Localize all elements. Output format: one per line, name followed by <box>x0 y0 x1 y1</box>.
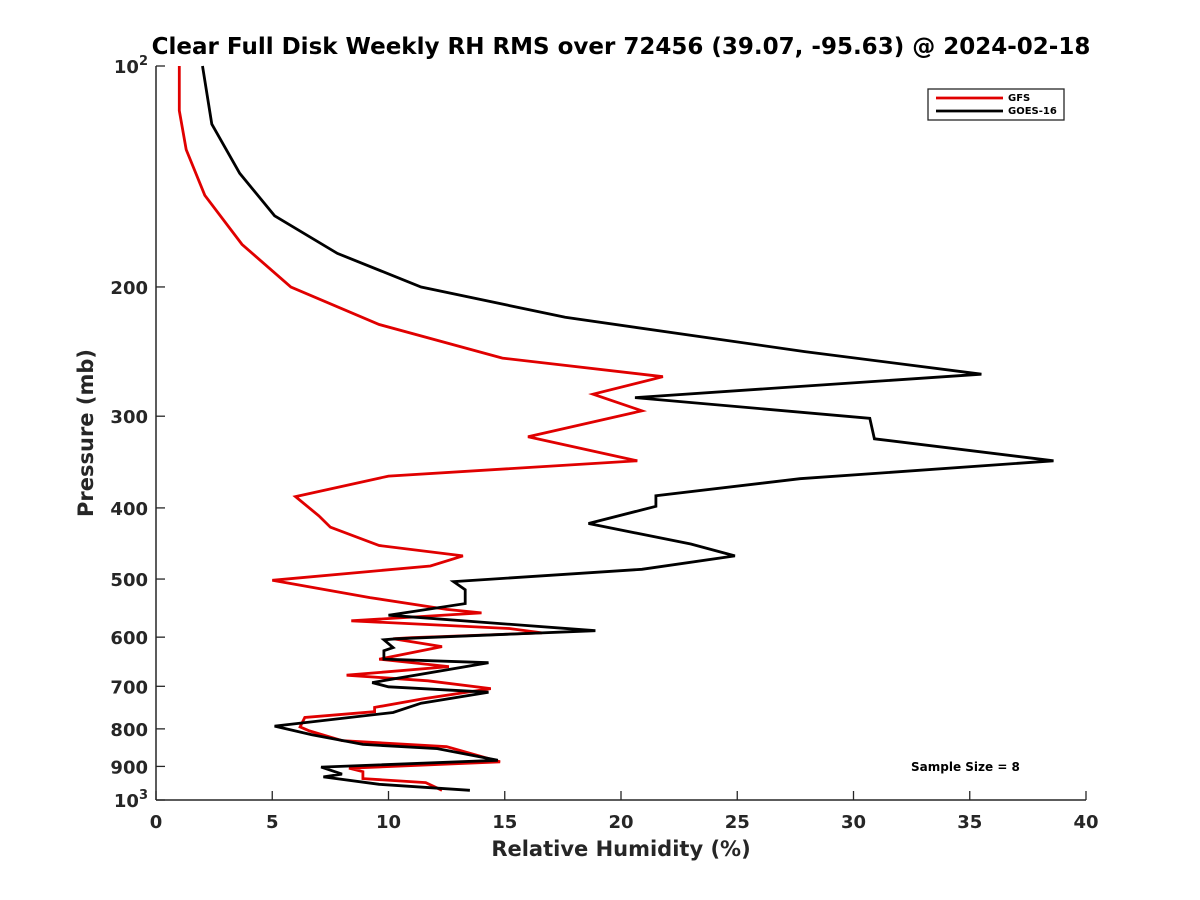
x-tick-label: 15 <box>492 812 517 833</box>
legend-box <box>927 88 1065 121</box>
sample-size-annotation: Sample Size = 8 <box>911 760 1020 774</box>
x-tick-label: 30 <box>841 812 866 833</box>
series-line-goes-16 <box>201 65 1054 792</box>
y-tick-label: 600 <box>110 628 148 649</box>
y-tick-label: 400 <box>110 499 148 520</box>
x-tick-label: 0 <box>150 812 163 833</box>
y-tick-base: 10 <box>114 57 139 78</box>
x-tick-label: 5 <box>266 812 279 833</box>
y-tick-exponent: 3 <box>139 788 148 803</box>
x-tick-label: 10 <box>376 812 401 833</box>
y-tick-label: 800 <box>110 720 148 741</box>
y-axis-label: Pressure (mb) <box>74 349 98 517</box>
x-tick-label: 25 <box>725 812 750 833</box>
series-layer <box>177 65 1054 792</box>
y-tick-base: 10 <box>114 791 139 812</box>
y-tick-label: 700 <box>110 677 148 698</box>
legend-label-gfs: GFS <box>1008 93 1030 104</box>
chart-title: Clear Full Disk Weekly RH RMS over 72456… <box>152 34 1091 60</box>
x-tick-label: 40 <box>1073 812 1098 833</box>
legend: GFS GOES-16 <box>927 88 1065 121</box>
x-ticks: 0 5 10 15 20 25 30 35 40 <box>150 791 1099 833</box>
legend-label-goes-16: GOES-16 <box>1008 106 1057 117</box>
x-tick-label: 35 <box>957 812 982 833</box>
y-tick-label: 200 <box>110 278 148 299</box>
y-tick-label: 900 <box>110 757 148 778</box>
y-tick-label: 103 <box>114 788 148 812</box>
y-tick-exponent: 2 <box>139 54 148 69</box>
x-axis-label: Relative Humidity (%) <box>491 837 750 861</box>
plot-area: 0 5 10 15 20 25 30 35 40 10220030040050060070080… <box>110 54 1098 833</box>
series-line-gfs <box>177 66 664 792</box>
y-tick-label: 300 <box>110 407 148 428</box>
y-tick-label: 102 <box>114 54 148 78</box>
x-tick-label: 20 <box>608 812 633 833</box>
y-tick-label: 500 <box>110 570 148 591</box>
